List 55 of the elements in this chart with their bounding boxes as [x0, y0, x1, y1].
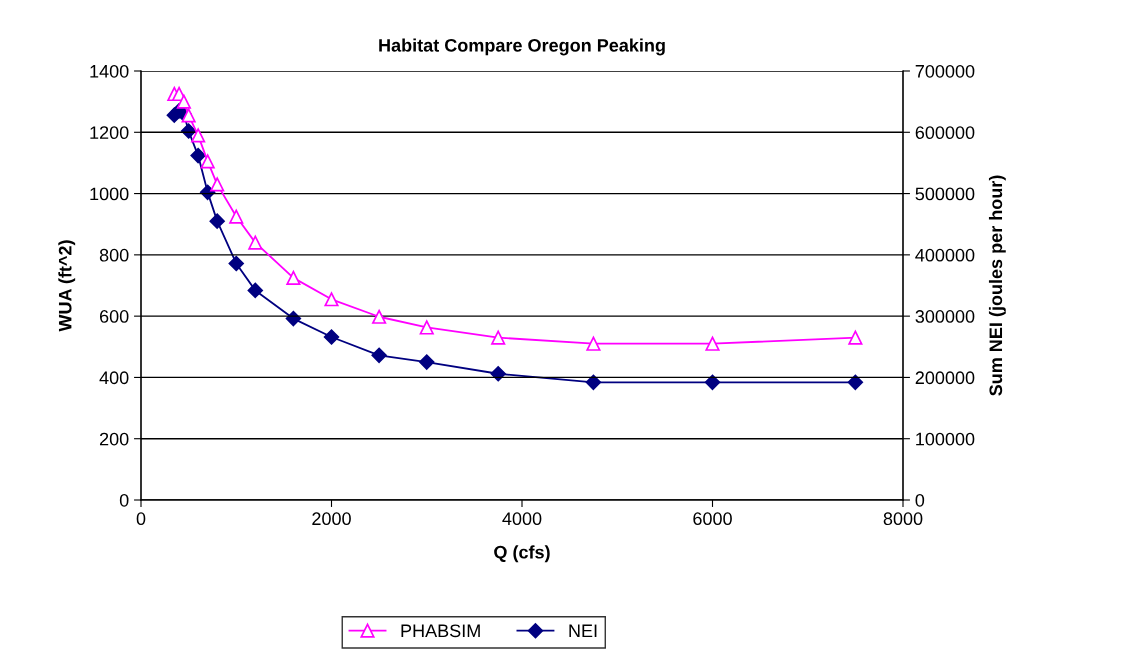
point [199, 184, 216, 201]
point [181, 108, 196, 123]
y-tick-label: 0 [119, 493, 129, 507]
point [285, 310, 302, 327]
point [323, 329, 340, 345]
point [847, 374, 864, 391]
y-tick-label: 1000 [90, 187, 129, 201]
point [586, 336, 601, 351]
y-tick-label: 600 [99, 310, 129, 323]
point [491, 330, 506, 345]
point [704, 374, 721, 391]
point [372, 309, 387, 324]
x-tick-label: 6000 [693, 512, 732, 526]
point [190, 147, 206, 164]
point [371, 347, 387, 364]
x-tick-label: 4000 [502, 512, 542, 526]
chart-title: Habitat Compare Oregon Peaking [379, 38, 665, 56]
x-tick-label: 8000 [883, 512, 923, 526]
point [848, 330, 863, 345]
point [210, 177, 225, 192]
y2-tick-label: 100000 [916, 432, 975, 446]
point [585, 374, 602, 391]
y2-tick-label: 0 [915, 493, 925, 507]
legend-label: PHABSIM [401, 624, 480, 638]
point [247, 282, 264, 299]
x-axis-title: Q (cfs) [494, 545, 550, 563]
point [490, 366, 506, 382]
x-tick-label: 2000 [312, 512, 351, 526]
point [705, 336, 720, 351]
y-tick-label: 800 [99, 248, 129, 262]
point [419, 320, 434, 335]
point [228, 255, 244, 272]
y2-tick-label: 300000 [915, 310, 975, 323]
y2-axis-title: Sum NEI (joules per hour) [988, 175, 1006, 396]
point [248, 235, 263, 250]
y-tick-label: 400 [99, 371, 129, 385]
legend-label: NEI [569, 624, 597, 637]
point [286, 270, 301, 285]
point [209, 213, 225, 229]
point [419, 354, 435, 370]
point [229, 209, 244, 224]
y2-tick-label: 600000 [915, 126, 975, 140]
y-tick-label: 1200 [90, 126, 129, 140]
y2-tick-label: 500000 [915, 187, 975, 201]
y2-tick-label: 700000 [915, 64, 975, 78]
y-tick-label: 200 [99, 432, 129, 446]
y-axis-title: WUA (ft^2) [58, 240, 76, 332]
y-tick-label: 1400 [90, 64, 129, 78]
x-tick-label: 0 [136, 512, 146, 526]
point [176, 94, 191, 109]
point [191, 128, 206, 143]
point [200, 154, 215, 169]
y2-tick-label: 400000 [915, 248, 975, 262]
point [324, 292, 339, 307]
y2-tick-label: 200000 [915, 371, 975, 385]
